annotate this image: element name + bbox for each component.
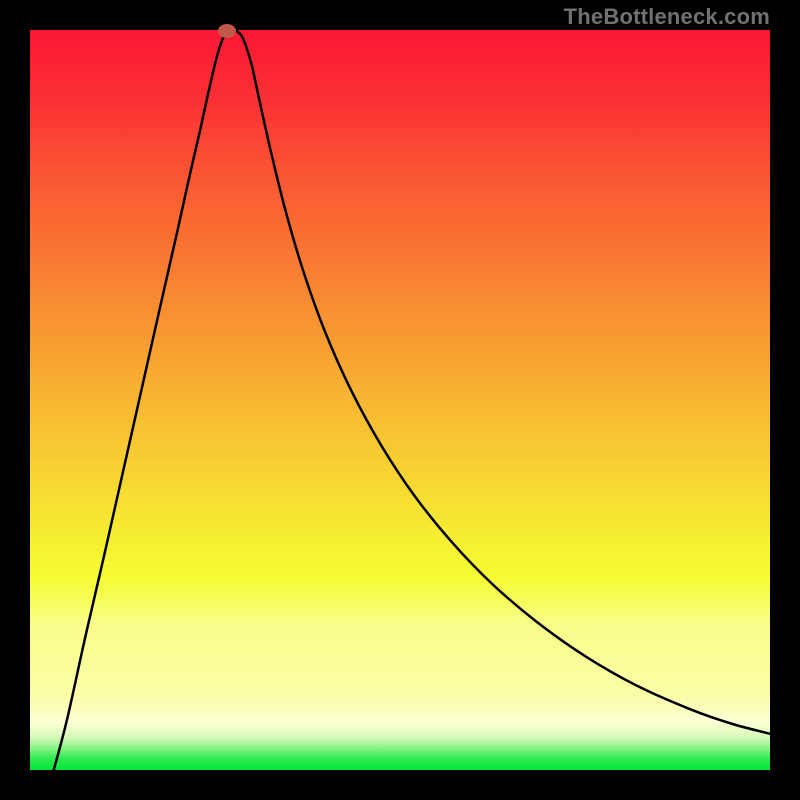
plot-area bbox=[30, 30, 770, 770]
curve-svg bbox=[30, 30, 770, 770]
chart-container: TheBottleneck.com bbox=[0, 0, 800, 800]
watermark-text: TheBottleneck.com bbox=[564, 4, 770, 30]
bottleneck-curve bbox=[54, 30, 770, 770]
